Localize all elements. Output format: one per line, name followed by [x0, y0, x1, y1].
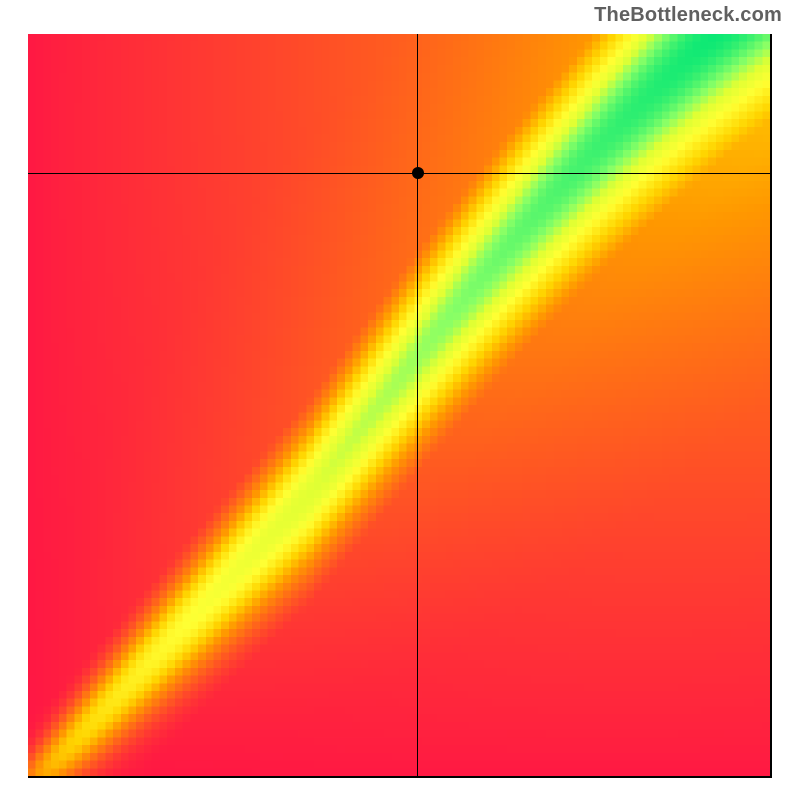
heatmap-canvas — [28, 34, 770, 776]
data-point-marker — [412, 167, 424, 179]
attribution-text: TheBottleneck.com — [594, 4, 782, 27]
crosshair-vertical — [417, 34, 419, 776]
crosshair-horizontal — [28, 173, 770, 175]
heatmap-plot — [28, 34, 772, 778]
